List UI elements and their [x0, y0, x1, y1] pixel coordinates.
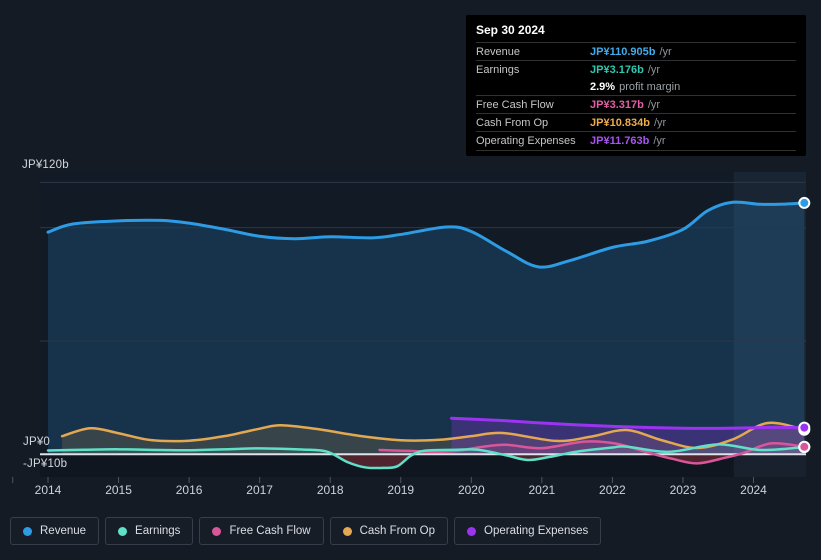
legend-item-label: Earnings — [135, 525, 181, 537]
highlight-band-past-year — [733, 172, 806, 477]
x-axis-label-2020: 2020 — [457, 483, 485, 497]
tooltip-row-profit-margin: 2.9% profit margin — [590, 80, 681, 93]
legend-item-operating-expenses[interactable]: Operating Expenses — [454, 517, 602, 545]
line-earnings — [46, 443, 806, 470]
chart-legend: Revenue Earnings Free Cash Flow Cash From O… — [10, 517, 602, 545]
x-axis-label-2021: 2021 — [528, 483, 556, 497]
legend-dot-icon — [342, 526, 352, 536]
y-axis-label-minus10b: -JP¥10b — [23, 458, 68, 470]
x-axis-label-2018: 2018 — [316, 483, 344, 497]
legend-dot-icon — [467, 526, 477, 536]
tooltip-row-cash-from-op: Cash From Op JP¥10.834b/yr — [476, 113, 796, 131]
end-marker-revenue[interactable] — [798, 196, 811, 209]
line-revenue — [46, 200, 806, 269]
x-axis-label-2014: 2014 — [34, 483, 62, 497]
legend-item-label: Free Cash Flow — [229, 525, 311, 537]
area-fill-revenue — [48, 202, 805, 455]
x-axis-label-2023: 2023 — [669, 483, 697, 497]
plot-background-below-zero — [40, 454, 806, 477]
tooltip-date: Sep 30 2024 — [476, 23, 545, 37]
legend-item-revenue[interactable]: Revenue — [10, 517, 100, 545]
legend-item-label: Cash From Op — [359, 525, 436, 537]
chart-tooltip: Sep 30 2024 Revenue JP¥110.905b/yr Earning… — [466, 15, 806, 156]
x-axis-label-2024: 2024 — [740, 483, 767, 497]
line-operating-expenses — [450, 416, 806, 430]
x-axis-label-2019: 2019 — [387, 483, 415, 497]
legend-item-free-cash-flow[interactable]: Free Cash Flow — [199, 517, 324, 545]
legend-item-label: Revenue — [40, 525, 87, 537]
end-marker-operating-expenses[interactable] — [798, 421, 811, 434]
y-axis-label-zero: JP¥0 — [23, 436, 51, 448]
y-axis-label-120b: JP¥120b — [22, 159, 69, 171]
legend-item-earnings[interactable]: Earnings — [105, 517, 194, 545]
area-fill-earnings — [48, 444, 805, 455]
line-free-cash-flow — [378, 440, 806, 465]
legend-item-cash-from-op[interactable]: Cash From Op — [329, 517, 449, 545]
x-axis-label-2022: 2022 — [599, 483, 626, 497]
tooltip-row-revenue: Revenue JP¥110.905b/yr — [476, 42, 796, 60]
legend-dot-icon — [23, 526, 32, 536]
plot-background — [40, 172, 806, 455]
end-marker-free-cash-flow[interactable] — [798, 440, 811, 453]
x-axis-label-2017: 2017 — [246, 483, 273, 497]
legend-item-label: Operating Expenses — [484, 525, 589, 537]
legend-dot-icon — [118, 526, 128, 536]
tooltip-row-operating-expenses: Operating Expenses JP¥11.763b/yr — [476, 131, 796, 151]
line-cash-from-op — [60, 421, 806, 450]
x-axis-label-2016: 2016 — [175, 483, 203, 497]
tooltip-row-free-cash-flow: Free Cash Flow JP¥3.317b/yr — [476, 95, 796, 113]
negative-area-fill-free-cash-flow — [379, 454, 805, 464]
x-axis-label-2015: 2015 — [105, 483, 132, 497]
legend-dot-icon — [212, 526, 222, 536]
tooltip-row-earnings: Earnings JP¥3.176b/yr — [476, 60, 796, 78]
